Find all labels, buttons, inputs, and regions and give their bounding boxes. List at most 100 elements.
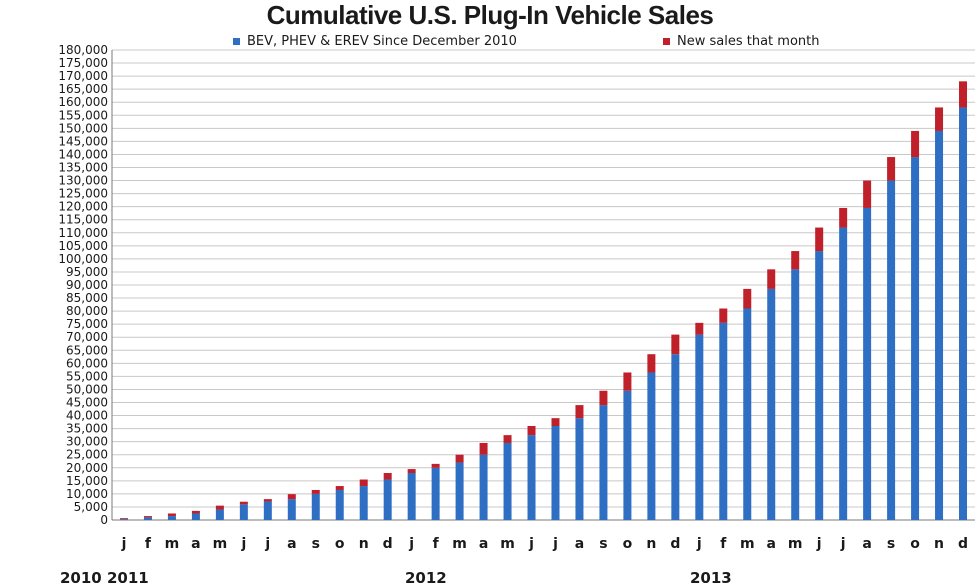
- x-tick-label: o: [623, 536, 633, 552]
- bar-new-sales: [911, 130, 920, 158]
- bar-new-sales: [791, 251, 800, 270]
- bar-new-sales: [695, 322, 704, 335]
- bar-cumulative: [407, 473, 416, 520]
- bar-new-sales: [455, 454, 464, 463]
- bar-cumulative: [575, 418, 584, 520]
- x-tick-label: j: [552, 536, 558, 552]
- bar-cumulative: [743, 308, 752, 520]
- bar-new-sales: [767, 269, 776, 289]
- year-label: 2013: [690, 569, 732, 587]
- y-tick-label: 90,000: [66, 278, 108, 292]
- x-tick-label: m: [788, 536, 803, 552]
- y-tick-label: 145,000: [58, 134, 108, 148]
- x-tick-label: a: [479, 536, 488, 552]
- bar-cumulative: [431, 467, 440, 520]
- bar-new-sales: [935, 107, 944, 131]
- bar-new-sales: [191, 510, 200, 514]
- y-tick-label: 40,000: [66, 409, 108, 423]
- bar-new-sales: [431, 463, 440, 468]
- bar-cumulative: [719, 322, 728, 520]
- bar-cumulative: [695, 334, 704, 520]
- bar-cumulative: [287, 499, 296, 520]
- x-tick-label: j: [264, 536, 270, 552]
- bar-new-sales: [959, 81, 968, 108]
- bar-new-sales: [575, 405, 584, 419]
- x-tick-label: j: [121, 536, 127, 552]
- x-tick-label: m: [500, 536, 515, 552]
- bar-cumulative: [767, 288, 776, 520]
- y-tick-label: 140,000: [58, 147, 108, 161]
- bar-new-sales: [743, 288, 752, 309]
- bar-cumulative: [911, 157, 920, 521]
- y-tick-label: 20,000: [66, 461, 108, 475]
- y-tick-label: 110,000: [58, 226, 108, 240]
- y-tick-label: 115,000: [58, 213, 108, 227]
- legend-item-cumulative: BEV, PHEV & EREV Since December 2010: [233, 34, 517, 49]
- bar-new-sales: [527, 426, 536, 436]
- bar-new-sales: [623, 372, 632, 391]
- x-tick-label: m: [213, 536, 228, 552]
- x-tick-label: f: [145, 536, 152, 552]
- y-tick-label: 80,000: [66, 304, 108, 318]
- y-tick-label: 75,000: [66, 317, 108, 331]
- x-tick-label: a: [575, 536, 584, 552]
- y-tick-label: 125,000: [58, 187, 108, 201]
- y-tick-label: 160,000: [58, 95, 108, 109]
- legend-item-new-sales: New sales that month: [663, 34, 819, 49]
- x-tick-label: o: [335, 536, 345, 552]
- x-tick-label: m: [740, 536, 755, 552]
- bar-new-sales: [167, 513, 176, 517]
- y-tick-label: 155,000: [58, 108, 108, 122]
- x-tick-label: j: [696, 536, 702, 552]
- bar-new-sales: [647, 354, 656, 373]
- bar-cumulative: [839, 227, 848, 521]
- bar-new-sales: [335, 486, 344, 490]
- bar-cumulative: [167, 516, 176, 520]
- bar-new-sales: [671, 334, 680, 355]
- x-tick-label: d: [958, 536, 968, 552]
- y-tick-label: 170,000: [58, 69, 108, 83]
- bar-cumulative: [527, 435, 536, 520]
- x-tick-label: n: [359, 536, 369, 552]
- y-tick-label: 60,000: [66, 356, 108, 370]
- x-tick-label: j: [528, 536, 534, 552]
- y-tick-label: 85,000: [66, 291, 108, 305]
- bar-new-sales: [407, 469, 416, 473]
- bar-new-sales: [359, 479, 368, 487]
- y-tick-label: 0: [100, 513, 108, 527]
- y-tick-label: 165,000: [58, 82, 108, 96]
- x-tick-label: j: [240, 536, 246, 552]
- bar-cumulative: [119, 519, 128, 520]
- x-tick-label: s: [312, 536, 320, 552]
- bar-new-sales: [287, 494, 296, 500]
- bar-cumulative: [887, 180, 896, 521]
- x-tick-label: f: [433, 536, 440, 552]
- bar-new-sales: [503, 435, 512, 443]
- x-tick-label: n: [934, 536, 944, 552]
- bar-cumulative: [239, 504, 248, 520]
- bar-cumulative: [647, 372, 656, 520]
- x-tick-label: a: [767, 536, 776, 552]
- bar-cumulative: [479, 454, 488, 520]
- bar-new-sales: [887, 157, 896, 181]
- bar-new-sales: [215, 505, 224, 510]
- bar-cumulative: [935, 130, 944, 520]
- year-label: 2010 2011: [60, 569, 149, 587]
- bar-cumulative: [311, 493, 320, 520]
- bar-cumulative: [359, 486, 368, 520]
- legend-label-new-sales: New sales that month: [677, 34, 820, 49]
- bar-cumulative: [503, 442, 512, 520]
- y-tick-label: 105,000: [58, 239, 108, 253]
- bar-cumulative: [959, 107, 968, 520]
- chart-title: Cumulative U.S. Plug-In Vehicle Sales: [266, 0, 714, 30]
- x-tick-label: j: [816, 536, 822, 552]
- y-tick-label: 95,000: [66, 265, 108, 279]
- y-tick-label: 45,000: [66, 396, 108, 410]
- bar-new-sales: [551, 418, 560, 426]
- bar-new-sales: [263, 499, 272, 502]
- y-tick-label: 135,000: [58, 161, 108, 175]
- y-tick-label: 55,000: [66, 369, 108, 383]
- x-tick-label: m: [165, 536, 180, 552]
- legend-label-cumulative: BEV, PHEV & EREV Since December 2010: [247, 34, 517, 49]
